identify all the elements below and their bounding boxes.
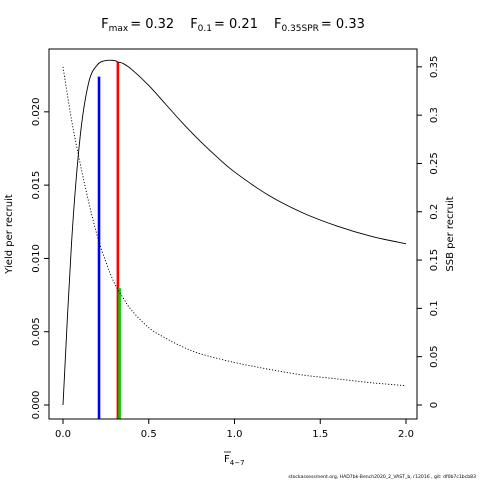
plot-area <box>48 48 418 420</box>
x-tick-label: 1.5 <box>312 429 328 440</box>
y2-axis-title: SSB per recruit <box>445 196 456 271</box>
y-tick-label: 0.020 <box>31 98 42 127</box>
y2-axis: 0 0.05 0.1 0.15 0.2 0.25 0.3 0.35 <box>417 56 440 408</box>
x-tick-label: 2.0 <box>398 429 414 440</box>
y2-tick-label: 0.25 <box>429 152 440 174</box>
x-tick-label: 1.0 <box>227 429 243 440</box>
y-tick-label: 0.000 <box>31 391 42 420</box>
y2-tick-label: 0.3 <box>429 107 440 123</box>
series-line-yield <box>62 59 407 406</box>
title-fspr-sub: 0.35SPR <box>281 24 318 34</box>
series-line-ssb <box>62 66 407 387</box>
title-fspr-value: = 0.33 <box>321 17 365 32</box>
title-fspr-base: F <box>274 17 281 32</box>
title-fmax-base: F <box>101 17 108 32</box>
x-axis: 0.0 0.5 1.0 1.5 2.0 <box>55 419 414 440</box>
x-tick-label: 0.0 <box>55 429 71 440</box>
y2-tick-label: 0.15 <box>429 249 440 271</box>
y2-tick-label: 0 <box>429 402 440 408</box>
y-tick-label: 0.005 <box>31 317 42 346</box>
x-axis-title-sub: 4−7 <box>230 459 245 467</box>
y2-tick-label: 0.2 <box>429 204 440 220</box>
x-axis-title-base: F <box>224 454 230 465</box>
chart-title: Fmax = 0.32 F0.1 = 0.21 F0.35SPR = 0.33 <box>101 17 365 34</box>
reference-lines <box>97 62 121 419</box>
y2-tick-label: 0.35 <box>429 56 440 78</box>
x-axis-title: F4−7 <box>224 451 245 467</box>
y-tick-label: 0.015 <box>31 171 42 200</box>
y-axis: 0.000 0.005 0.010 0.015 0.020 <box>31 98 49 420</box>
svg-text:F4−7: F4−7 <box>224 454 245 467</box>
footer-note: stockassessment.org, HAD7bk-Bench2020_2_… <box>288 474 476 480</box>
y-axis-title: Yield per recruit <box>4 194 15 275</box>
title-f01-sub: 0.1 <box>198 24 212 34</box>
y2-tick-label: 0.05 <box>429 346 440 368</box>
plot-frame <box>48 48 418 420</box>
x-tick-label: 0.5 <box>141 429 157 440</box>
series-group <box>62 59 407 406</box>
title-f01-value: = 0.21 <box>214 17 258 32</box>
y2-tick-label: 0.1 <box>429 300 440 316</box>
title-fmax-value: = 0.32 <box>130 17 174 32</box>
title-fmax-sub: max <box>109 24 129 34</box>
y-tick-label: 0.010 <box>31 244 42 273</box>
title-f01-base: F <box>190 17 197 32</box>
